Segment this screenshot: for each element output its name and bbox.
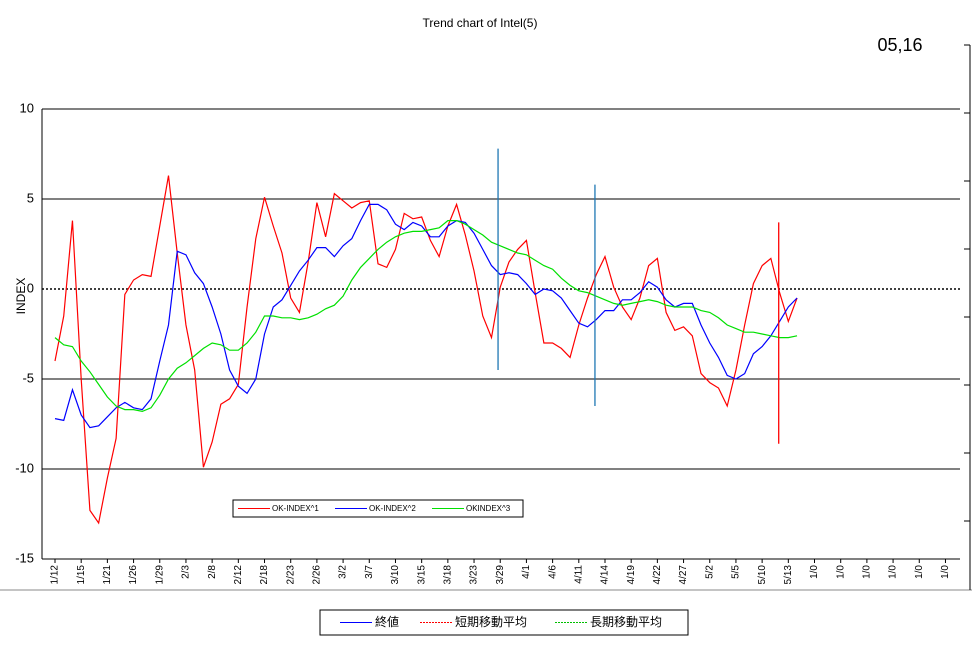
x-tick-label: 2/12 bbox=[233, 565, 244, 585]
x-tick-label: 1/0 bbox=[862, 565, 873, 579]
x-tick-label: 4/14 bbox=[600, 565, 611, 585]
x-tick-label: 4/27 bbox=[678, 565, 689, 585]
x-tick-label: 2/26 bbox=[312, 565, 323, 585]
legend-box bbox=[232, 499, 524, 518]
x-tick-label: 3/29 bbox=[495, 565, 506, 585]
x-tick-label: 2/18 bbox=[259, 565, 270, 585]
x-tick-label: 5/5 bbox=[731, 565, 742, 579]
x-tick-label: 1/12 bbox=[50, 565, 61, 585]
x-tick-label: 3/15 bbox=[416, 565, 427, 585]
chart-subtitle: 05,16 bbox=[877, 35, 922, 55]
x-tick-label: 4/6 bbox=[547, 565, 558, 579]
x-tick-label: 1/0 bbox=[940, 565, 951, 579]
x-tick-label: 4/1 bbox=[521, 565, 532, 579]
x-tick-label: 1/0 bbox=[835, 565, 846, 579]
legend-label: OK-INDEX^2 bbox=[369, 504, 416, 513]
y-tick-label: 0 bbox=[27, 280, 34, 295]
x-tick-label: 1/0 bbox=[888, 565, 899, 579]
x-tick-label: 5/13 bbox=[783, 565, 794, 585]
x-tick-label: 3/7 bbox=[364, 565, 375, 579]
legend-label: 終値 bbox=[375, 614, 399, 629]
y-tick-label: -15 bbox=[15, 550, 34, 565]
x-tick-label: 1/15 bbox=[76, 565, 87, 585]
x-tick-label: 4/19 bbox=[626, 565, 637, 585]
right-axis-ticks bbox=[964, 44, 970, 522]
legend-label: 長期移動平均 bbox=[590, 615, 662, 629]
y-tick-label: 10 bbox=[20, 100, 34, 115]
y-tick-label: 5 bbox=[27, 190, 34, 205]
series-line bbox=[54, 220, 798, 413]
legend-box bbox=[319, 609, 689, 636]
x-tick-label: 3/10 bbox=[390, 565, 401, 585]
y-tick-label: -10 bbox=[15, 460, 34, 475]
legend-label: 短期移動平均 bbox=[455, 615, 527, 629]
x-tick-label: 5/10 bbox=[757, 565, 768, 585]
x-tick-label: 4/11 bbox=[573, 565, 584, 584]
legend-label: OKINDEX^3 bbox=[466, 504, 511, 513]
y-axis-label: INDEX bbox=[14, 278, 28, 315]
series-line bbox=[54, 175, 798, 525]
x-tick-label: 4/22 bbox=[652, 565, 663, 585]
chart-title: Trend chart of Intel(5) bbox=[423, 16, 538, 30]
x-tick-label: 3/18 bbox=[442, 565, 453, 585]
x-tick-label: 3/23 bbox=[469, 565, 480, 585]
x-tick-label: 1/21 bbox=[102, 565, 113, 585]
x-tick-label: 2/3 bbox=[181, 565, 192, 579]
x-tick-label: 1/29 bbox=[154, 565, 165, 585]
x-tick-label: 1/0 bbox=[914, 565, 925, 579]
x-tick-label: 2/8 bbox=[207, 565, 218, 579]
x-tick-label: 1/26 bbox=[128, 565, 139, 585]
x-tick-label: 5/2 bbox=[704, 565, 715, 579]
legend-label: OK-INDEX^1 bbox=[272, 504, 319, 513]
series-line bbox=[54, 203, 798, 429]
x-tick-label: 3/2 bbox=[338, 565, 349, 579]
y-tick-label: -5 bbox=[22, 370, 34, 385]
x-tick-label: 2/23 bbox=[285, 565, 296, 585]
x-tick-label: 1/0 bbox=[809, 565, 820, 579]
